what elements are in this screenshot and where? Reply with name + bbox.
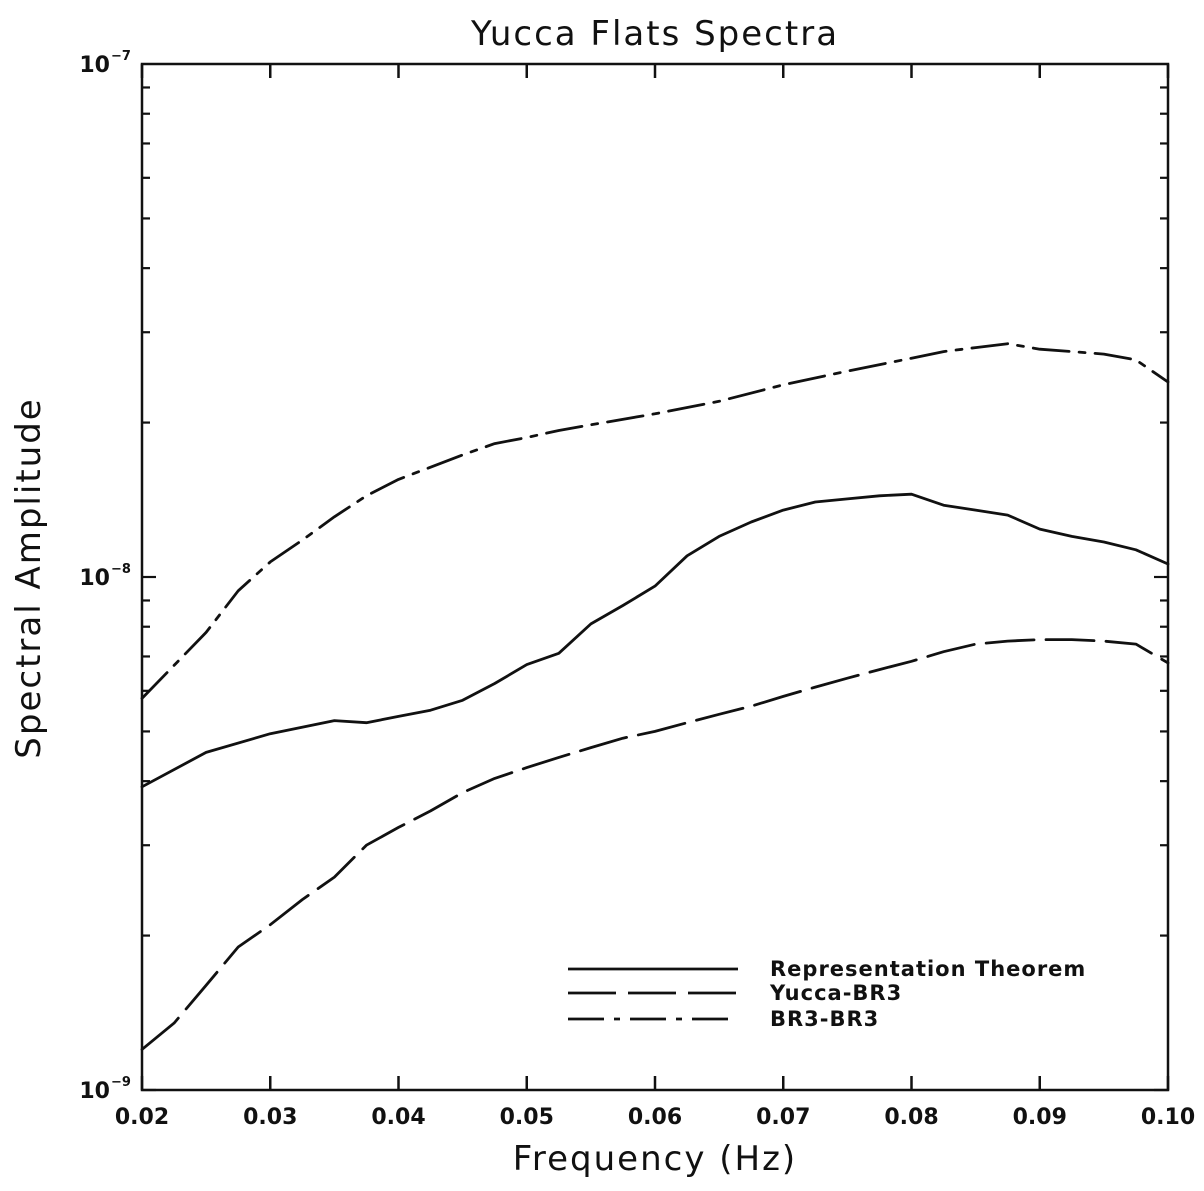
axis-ticks	[140, 64, 1170, 1092]
x-tick-labels: 0.02 0.03 0.04 0.05 0.06 0.07 0.08 0.09 0.10	[115, 1105, 1195, 1130]
y-tick-labels: 10−910−810−7	[79, 49, 131, 1104]
x-tick-label: 0.05	[500, 1105, 554, 1130]
y-tick-label: 10	[79, 566, 110, 591]
chart-title: Yucca Flats Spectra	[470, 14, 839, 54]
y-tick-label: 10	[79, 53, 110, 78]
series-line-br3-br3	[140, 342, 1170, 700]
x-axis-label: Frequency (Hz)	[513, 1139, 797, 1179]
series-line-representation-theorem	[140, 492, 1170, 789]
y-tick-exponent: −9	[111, 1075, 131, 1090]
y-tick-exponent: −7	[111, 49, 131, 64]
x-tick-label: 0.10	[1141, 1105, 1195, 1130]
x-tick-label: 0.06	[628, 1105, 682, 1130]
y-axis-label: Spectral Amplitude	[9, 397, 49, 758]
plot-area-frame	[140, 62, 1170, 1092]
x-tick-label: 0.03	[243, 1105, 297, 1130]
legend-label-br3-br3: BR3-BR3	[770, 1007, 879, 1031]
series-lines	[140, 342, 1170, 1051]
y-tick-exponent: −8	[111, 562, 131, 577]
x-tick-label: 0.04	[371, 1105, 425, 1130]
x-tick-label: 0.09	[1013, 1105, 1067, 1130]
x-tick-label: 0.07	[756, 1105, 810, 1130]
x-tick-label: 0.02	[115, 1105, 169, 1130]
y-tick-label: 10	[79, 1079, 110, 1104]
legend-label-representation-theorem: Representation Theorem	[770, 957, 1086, 981]
legend-label-yucca-br3: Yucca-BR3	[769, 981, 902, 1005]
legend: Representation Theorem Yucca-BR3 BR3-BR3	[568, 957, 1086, 1031]
x-tick-label: 0.08	[884, 1105, 938, 1130]
series-line-yucca-br3	[140, 638, 1170, 1051]
